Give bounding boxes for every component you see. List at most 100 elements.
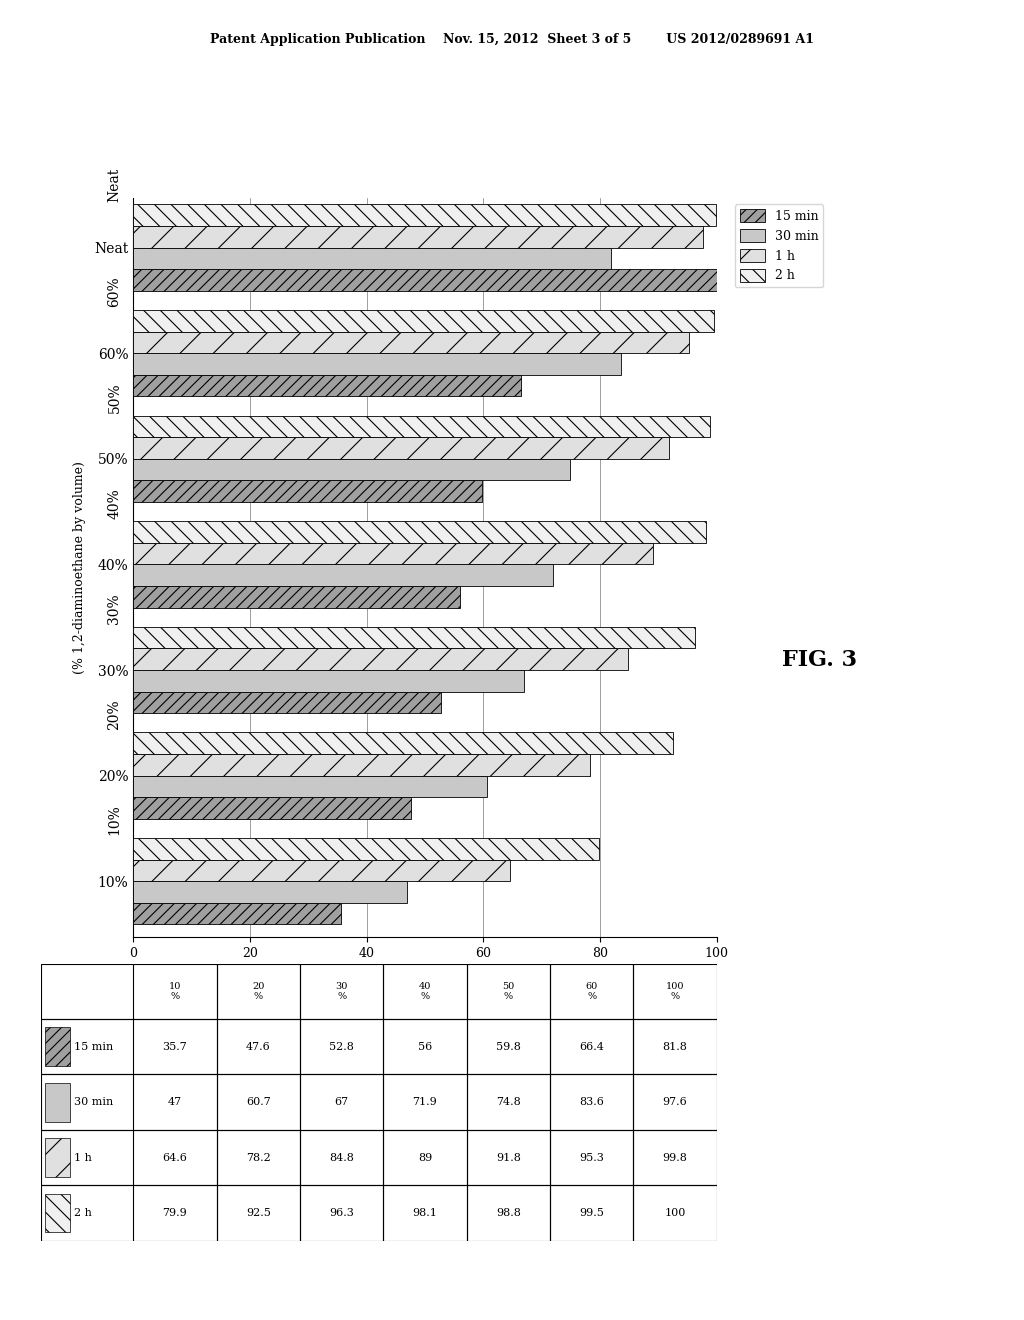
Bar <box>133 692 441 713</box>
Bar <box>133 1130 216 1185</box>
Bar <box>133 671 524 692</box>
Text: 83.6: 83.6 <box>580 1097 604 1107</box>
Text: 47: 47 <box>168 1097 182 1107</box>
Bar <box>550 964 634 1019</box>
Text: 91.8: 91.8 <box>496 1152 521 1163</box>
Bar <box>133 543 652 565</box>
Text: 78.2: 78.2 <box>246 1152 270 1163</box>
Bar <box>133 310 714 331</box>
Text: 40%: 40% <box>108 488 122 519</box>
Bar <box>300 1185 383 1241</box>
Bar <box>383 1019 467 1074</box>
Bar <box>41 1130 133 1185</box>
Text: 96.3: 96.3 <box>329 1208 354 1218</box>
Text: 98.8: 98.8 <box>496 1208 521 1218</box>
Text: 89: 89 <box>418 1152 432 1163</box>
Bar <box>133 648 628 671</box>
Bar <box>467 1185 550 1241</box>
Bar <box>216 1185 300 1241</box>
Text: 84.8: 84.8 <box>329 1152 354 1163</box>
Text: 30 min: 30 min <box>74 1097 114 1107</box>
Bar <box>550 1074 634 1130</box>
Text: 40
%: 40 % <box>419 982 431 1001</box>
Bar <box>634 964 717 1019</box>
Bar <box>133 1019 216 1074</box>
Bar <box>133 205 716 226</box>
Text: 60%: 60% <box>108 277 122 308</box>
Text: FIG. 3: FIG. 3 <box>781 649 857 671</box>
Bar <box>133 586 460 607</box>
Text: 97.6: 97.6 <box>663 1097 687 1107</box>
Text: 95.3: 95.3 <box>580 1152 604 1163</box>
Text: 20
%: 20 % <box>252 982 264 1001</box>
Bar <box>634 1130 717 1185</box>
Bar <box>383 964 467 1019</box>
Bar <box>133 882 408 903</box>
Bar <box>467 1130 550 1185</box>
Bar <box>300 1019 383 1074</box>
Text: 98.1: 98.1 <box>413 1208 437 1218</box>
Bar <box>41 1074 133 1130</box>
Bar <box>216 964 300 1019</box>
Bar <box>133 1074 216 1130</box>
Text: 74.8: 74.8 <box>496 1097 521 1107</box>
Bar <box>41 1019 133 1074</box>
Bar <box>133 480 482 502</box>
Text: 67: 67 <box>335 1097 348 1107</box>
Text: 99.8: 99.8 <box>663 1152 687 1163</box>
Text: Patent Application Publication    Nov. 15, 2012  Sheet 3 of 5        US 2012/028: Patent Application Publication Nov. 15, … <box>210 33 814 46</box>
Bar <box>45 1082 71 1122</box>
Bar <box>216 1019 300 1074</box>
Text: 56: 56 <box>418 1041 432 1052</box>
Bar <box>216 1074 300 1130</box>
Text: 15 min: 15 min <box>74 1041 114 1052</box>
Text: 30%: 30% <box>108 594 122 624</box>
Bar <box>133 859 510 882</box>
Text: 47.6: 47.6 <box>246 1041 270 1052</box>
Bar <box>550 1019 634 1074</box>
Bar <box>133 565 553 586</box>
Bar <box>634 1074 717 1130</box>
Bar <box>467 1019 550 1074</box>
Y-axis label: (% 1,2-diaminoethane by volume): (% 1,2-diaminoethane by volume) <box>73 461 86 675</box>
Text: 30
%: 30 % <box>336 982 348 1001</box>
Bar <box>45 1193 71 1233</box>
Text: 66.4: 66.4 <box>580 1041 604 1052</box>
Bar <box>41 964 133 1019</box>
Bar <box>133 964 216 1019</box>
Bar <box>133 838 599 859</box>
Bar <box>550 1185 634 1241</box>
Legend: 15 min, 30 min, 1 h, 2 h: 15 min, 30 min, 1 h, 2 h <box>735 205 823 288</box>
Bar <box>133 1185 216 1241</box>
Text: 2 h: 2 h <box>74 1208 92 1218</box>
Bar <box>45 1138 71 1177</box>
Bar <box>133 375 520 396</box>
Text: 59.8: 59.8 <box>496 1041 521 1052</box>
Bar <box>133 754 590 776</box>
Bar <box>634 1019 717 1074</box>
Bar <box>133 627 695 648</box>
Bar <box>300 964 383 1019</box>
Bar <box>133 416 710 437</box>
Text: 79.9: 79.9 <box>163 1208 187 1218</box>
Text: 100: 100 <box>665 1208 686 1218</box>
Bar <box>383 1074 467 1130</box>
Text: 92.5: 92.5 <box>246 1208 270 1218</box>
Text: Neat: Neat <box>108 168 122 202</box>
Text: 64.6: 64.6 <box>163 1152 187 1163</box>
Text: 20%: 20% <box>108 700 122 730</box>
Text: 50
%: 50 % <box>502 982 514 1001</box>
Text: 35.7: 35.7 <box>163 1041 187 1052</box>
Bar <box>133 248 610 269</box>
Text: 1 h: 1 h <box>74 1152 92 1163</box>
Bar <box>467 964 550 1019</box>
Text: 71.9: 71.9 <box>413 1097 437 1107</box>
Bar <box>550 1130 634 1185</box>
Text: 99.5: 99.5 <box>580 1208 604 1218</box>
Bar <box>634 1185 717 1241</box>
Text: 81.8: 81.8 <box>663 1041 687 1052</box>
Bar <box>45 1027 71 1067</box>
Bar <box>133 459 569 480</box>
Text: 52.8: 52.8 <box>329 1041 354 1052</box>
Text: 10
%: 10 % <box>169 982 181 1001</box>
